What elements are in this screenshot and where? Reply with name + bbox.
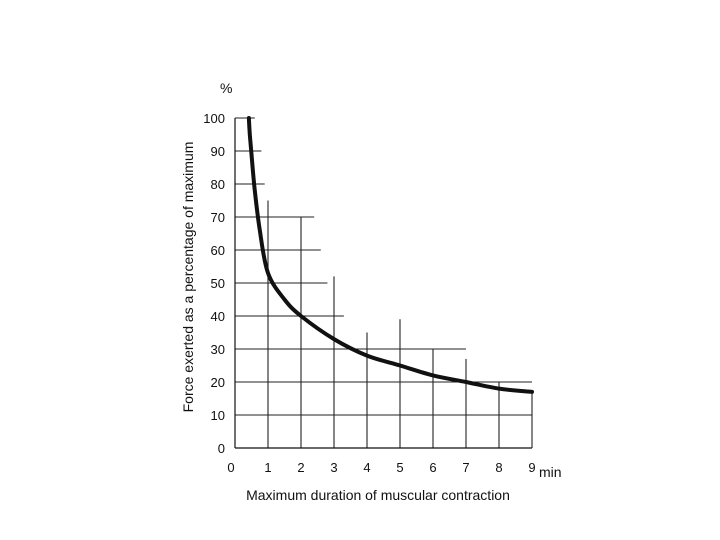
x-tick-label: 0 [227, 460, 234, 475]
axes-frame [234, 118, 532, 449]
series-line-0 [246, 116, 534, 394]
y-tick-label: 30 [211, 342, 225, 357]
x-tick-label: 8 [495, 460, 502, 475]
x-tick-label: 9 [528, 460, 535, 475]
x-tick-label: 1 [264, 460, 271, 475]
x-tick-label: 3 [330, 460, 337, 475]
y-tick-label: 70 [211, 210, 225, 225]
series-layer [246, 116, 534, 394]
y-tick-label: 50 [211, 276, 225, 291]
x-tick-label: 2 [297, 460, 304, 475]
y-unit-label: % [220, 80, 232, 96]
x-axis-title: Maximum duration of muscular contraction [246, 487, 510, 503]
y-tick-label: 40 [211, 309, 225, 324]
y-tick-label: 20 [211, 375, 225, 390]
y-tick-label: 90 [211, 144, 225, 159]
y-tick-label: 80 [211, 177, 225, 192]
y-tick-label: 60 [211, 243, 225, 258]
y-axis-title: Force exerted as a percentage of maximum [180, 142, 196, 413]
x-tick-label: 6 [429, 460, 436, 475]
x-unit-label: min [539, 464, 562, 480]
y-tick-label: 10 [211, 408, 225, 423]
labels: % min Force exerted as a percentage of m… [180, 80, 562, 503]
grid [235, 117, 533, 448]
y-tick-label: 0 [218, 441, 225, 456]
y-tick-label: 100 [203, 111, 225, 126]
x-tick-label: 7 [462, 460, 469, 475]
x-tick-label: 4 [363, 460, 370, 475]
x-tick-label: 5 [396, 460, 403, 475]
